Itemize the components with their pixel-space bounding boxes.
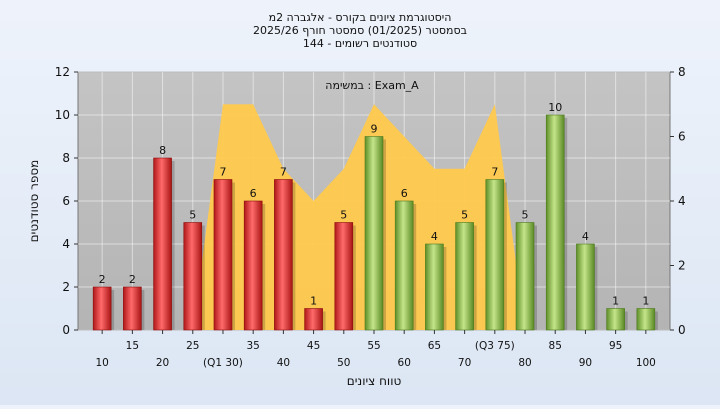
bar-value-label: 8 [159,144,166,157]
bar-value-label: 5 [522,209,529,222]
x-tick-label: (Q1 30) [203,357,243,369]
bar-value-label: 1 [310,295,317,308]
bar [455,222,474,331]
x-tick-label: 40 [277,357,290,369]
bar-value-label: 7 [280,166,287,179]
bar [243,200,263,331]
y2-tick-label: 2 [678,259,686,273]
x-tick-label: 65 [428,340,441,352]
x-tick-label: 90 [579,357,592,369]
chart-title-line-1: היסטוגרמת ציונים בקורס - אלגברה 2מ [269,11,452,24]
bar [394,200,414,331]
y-tick-label: 4 [62,237,70,251]
bar-value-label: 5 [461,209,468,222]
x-axis-label: טווח ציונים [347,374,402,388]
y-tick-label: 8 [62,151,70,165]
chart-title-line-2: בסמסטר (01/2025) סמסטר חורף 2025/26 [253,24,467,37]
y-tick-label: 12 [55,65,70,79]
bar [213,179,233,331]
x-tick-label: 60 [398,357,411,369]
bar-value-label: 5 [340,209,347,222]
bar [515,222,535,331]
x-tick-label: 50 [337,357,350,369]
bar-value-label: 9 [371,123,378,136]
bar-value-label: 2 [99,273,106,286]
bar [545,114,565,331]
bar [364,136,384,331]
x-tick-label: 35 [246,340,259,352]
bar-value-label: 7 [219,166,226,179]
bar-value-label: 10 [548,101,562,114]
y2-tick-label: 8 [678,65,686,79]
y-axis-label: מספר סטודנטים [27,160,41,243]
bar-value-label: 6 [401,187,408,200]
y2-tick-label: 4 [678,194,686,208]
bar-series: 2 2 8 5 7 6 7 1 5 9 6 4 5 7 5 10 4 1 1 [92,101,658,331]
y2-tick-label: 0 [678,323,686,337]
bar [304,308,323,331]
bar [153,157,172,331]
bar [92,286,112,331]
x-tick-label: 20 [156,357,169,369]
x-tick-label: 100 [636,357,656,369]
bar [576,243,595,331]
y2-tick-label: 6 [678,130,686,144]
bar [334,222,354,331]
bar-value-label: 7 [491,166,498,179]
bar-value-label: 1 [612,295,619,308]
bar-value-label: 1 [642,295,649,308]
x-tick-label: 80 [518,357,531,369]
y-tick-label: 6 [62,194,70,208]
chart-annotation: במשימה : Exam_A [325,79,419,92]
bar-value-label: 2 [129,273,136,286]
x-tick-label: 70 [458,357,471,369]
x-tick-label: 55 [367,340,380,352]
x-tick-label: 25 [186,340,199,352]
y-tick-label: 10 [55,108,70,122]
bar-value-label: 5 [189,209,196,222]
x-tick-label: (Q3 75) [475,340,515,352]
bar [636,308,656,331]
x-tick-label: 45 [307,340,320,352]
bar [183,222,203,331]
bar [274,179,293,331]
y-tick-label: 0 [62,323,70,337]
bar [123,286,142,331]
chart-title-line-3: סטודנטים רשומים - 144 [303,37,417,50]
bar [425,243,444,331]
bar-value-label: 4 [582,230,589,243]
x-tick-label: 95 [609,340,622,352]
y-tick-label: 2 [62,280,70,294]
bar-value-label: 6 [250,187,257,200]
x-tick-label: 85 [549,340,562,352]
bar [606,308,625,331]
bar [485,179,505,331]
x-tick-label: 10 [95,357,108,369]
bar-value-label: 4 [431,230,438,243]
x-tick-label: 15 [126,340,139,352]
